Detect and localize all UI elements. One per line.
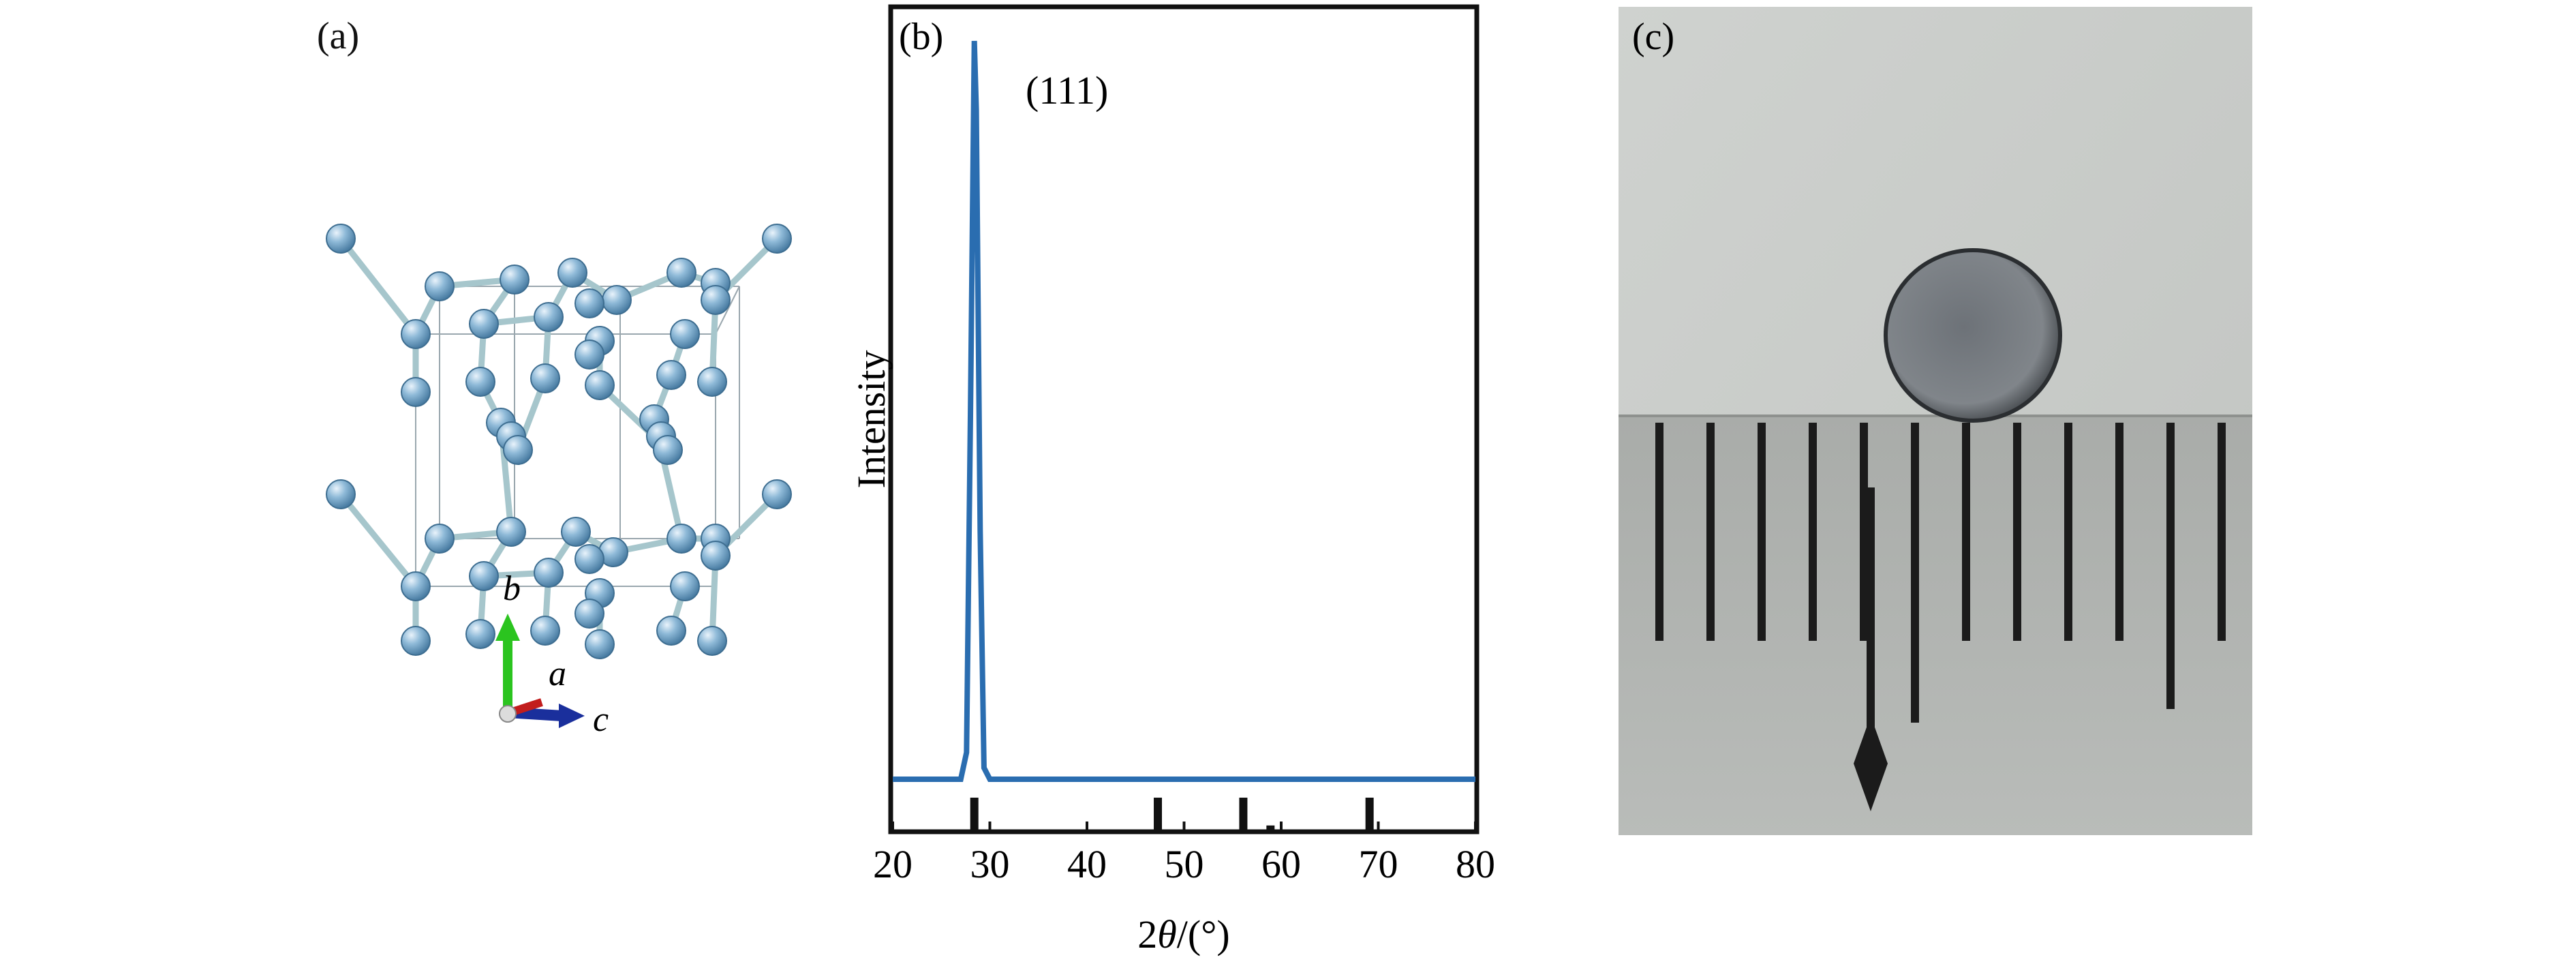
ruler-body: [1619, 416, 2252, 835]
silicon-atom: [656, 616, 686, 646]
silicon-atom: [653, 435, 683, 465]
silicon-atom: [401, 377, 431, 407]
reference-peak-bar: [1154, 798, 1163, 830]
silicon-atom: [666, 258, 696, 288]
x-tick-label: 20: [873, 842, 913, 886]
x-tick-label: 80: [1456, 842, 1495, 886]
x-tick-label: 30: [970, 842, 1010, 886]
silicon-atom: [534, 302, 564, 332]
silicon-atom: [469, 309, 499, 339]
axis-origin: [499, 705, 517, 723]
silicon-atom: [701, 285, 731, 315]
reference-peak-bar: [1266, 825, 1275, 830]
silicon-atom: [530, 616, 560, 646]
panel-b-label: (b): [899, 16, 943, 58]
silicon-atom: [670, 571, 700, 601]
atomic-bond: [337, 491, 419, 590]
silicon-atom: [530, 363, 560, 393]
sample-pellet: [1884, 248, 2062, 423]
silicon-atom: [574, 340, 604, 370]
a-axis-arrow: [513, 698, 543, 715]
silicon-atom: [326, 479, 356, 509]
panel-c-label: (c): [1632, 16, 1674, 58]
atomic-bond: [337, 235, 419, 337]
silicon-atom: [602, 285, 632, 315]
reference-peak-bar: [1365, 798, 1374, 830]
x-tick-label: 70: [1359, 842, 1398, 886]
silicon-atom: [585, 629, 615, 659]
silicon-atom: [585, 370, 615, 400]
silicon-atom: [701, 541, 731, 571]
x-tick-label: 50: [1165, 842, 1204, 886]
unit-cell-edge: [715, 286, 740, 335]
peak-annotation-111: (111): [1026, 68, 1108, 112]
silicon-atom: [656, 360, 686, 390]
silicon-atom: [500, 265, 530, 295]
c-axis-arrowhead: [559, 704, 585, 728]
silicon-atom: [762, 224, 792, 254]
silicon-atom: [469, 561, 499, 591]
silicon-atom: [557, 258, 587, 288]
x-axis-label-prefix: 2: [1137, 912, 1157, 957]
reference-peak-bar: [1239, 798, 1248, 830]
xrd-chart-panel: 20 30 40 50 60 70 80 (b) (111) Intensity 2θ/(°…: [845, 0, 1595, 961]
silicon-atom: [697, 367, 727, 397]
c-axis-label: c: [593, 700, 609, 739]
silicon-atom: [670, 319, 700, 349]
silicon-atom: [666, 524, 696, 554]
silicon-atom: [401, 571, 431, 601]
silicon-atom: [496, 517, 526, 547]
sample-photo: (c): [1619, 7, 2252, 835]
a-axis-label: a: [549, 654, 566, 693]
ruler-ticks: [1655, 423, 2226, 723]
silicon-atom: [561, 517, 591, 547]
silicon-atom: [503, 435, 533, 465]
silicon-atom: [534, 558, 564, 588]
silicon-atom: [574, 288, 604, 318]
x-tick-label: 60: [1261, 842, 1301, 886]
series-line: [893, 40, 1475, 782]
silicon-atom: [465, 619, 495, 649]
silicon-atom: [401, 626, 431, 656]
silicon-atom: [465, 367, 495, 397]
silicon-atom: [425, 524, 455, 554]
ruler-pointer-tip: [1854, 716, 1888, 811]
x-axis-label: 2θ/(°): [1137, 912, 1229, 957]
x-tick-label: 40: [1067, 842, 1107, 886]
crystal-structure-panel: (a) b a c: [300, 0, 818, 852]
x-axis-label-suffix: /(°): [1177, 912, 1230, 957]
silicon-atom: [762, 479, 792, 509]
b-axis-label: b: [503, 569, 521, 608]
xrd-chart: 20 30 40 50 60 70 80 (b) (111) Intensity 2θ/(°…: [849, 4, 1495, 957]
silicon-atom: [401, 319, 431, 349]
silicon-atom: [697, 626, 727, 656]
axis-triad: b a c: [495, 569, 609, 739]
crystal-lattice: [326, 224, 792, 659]
y-axis-label: Intensity: [849, 350, 893, 489]
silicon-atom: [574, 599, 604, 629]
crystal-structure-image: b a c: [326, 224, 792, 739]
x-axis-label-theta: θ: [1157, 912, 1177, 957]
panel-a-label: (a): [317, 15, 360, 57]
silicon-atom: [425, 271, 455, 301]
silicon-atom: [326, 224, 356, 254]
reference-peak-bar: [970, 798, 979, 830]
silicon-atom: [574, 544, 604, 574]
b-axis-arrowhead: [495, 614, 520, 641]
sample-photo-panel: (c): [1619, 7, 2252, 835]
